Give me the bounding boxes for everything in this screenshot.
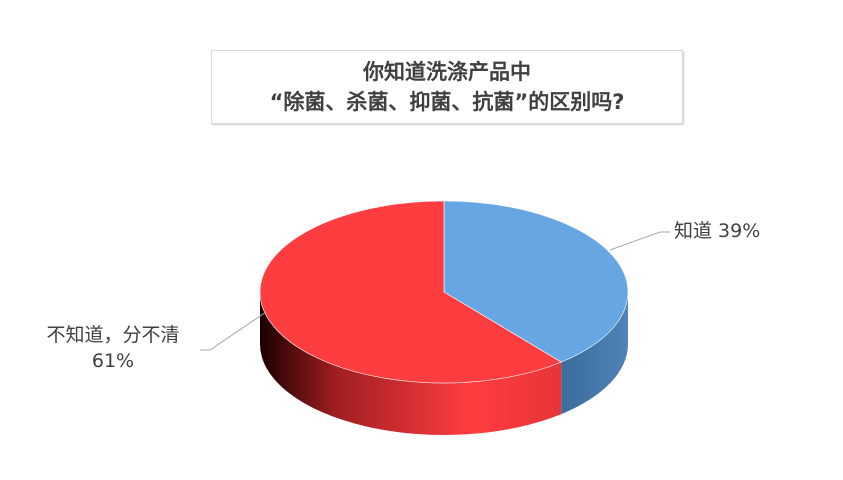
pie-slice-know xyxy=(443,200,629,363)
pie-slice-dont-know xyxy=(259,200,562,384)
leader-line-dont-know xyxy=(200,311,267,351)
pie-side-dont-know xyxy=(260,292,562,435)
data-label-dont-know: 不知道，分不清 61% xyxy=(28,322,198,374)
data-label-dont-know-value: 61% xyxy=(91,350,135,372)
data-label-know: 知道 39% xyxy=(674,220,761,242)
leader-line-know xyxy=(609,231,670,251)
title-line-2: “除菌、杀菌、抑菌、抗菌”的区别吗? xyxy=(269,90,625,114)
title-line-1: 你知道洗涤产品中 xyxy=(363,60,531,84)
pie-side-know xyxy=(561,292,628,415)
chart-title: 你知道洗涤产品中 “除菌、杀菌、抑菌、抗菌”的区别吗? xyxy=(211,50,683,124)
data-label-dont-know-name: 不知道，分不清 xyxy=(46,324,180,346)
